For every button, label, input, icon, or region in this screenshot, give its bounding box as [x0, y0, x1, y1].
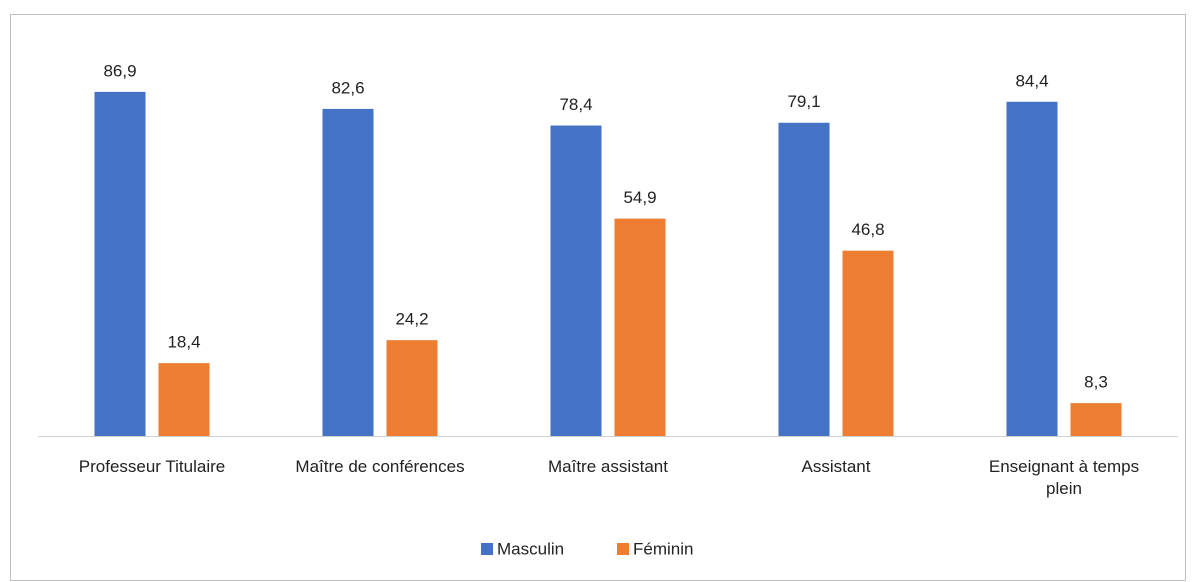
value-label: 46,8	[851, 220, 884, 239]
value-label: 79,1	[787, 92, 820, 111]
bar	[386, 340, 438, 436]
legend-swatch	[481, 543, 493, 555]
x-tick-label-box: Maître de conférences	[295, 457, 465, 476]
bar	[94, 91, 146, 436]
x-tick-label: Enseignant à temps plein	[988, 457, 1140, 498]
bar	[1070, 403, 1122, 436]
x-tick-label-box: Professeur Titulaire	[78, 457, 226, 476]
value-label: 86,9	[103, 61, 136, 80]
x-tick-label: Professeur Titulaire	[78, 457, 226, 476]
bar	[842, 250, 894, 436]
bar	[550, 125, 602, 436]
value-label: 8,3	[1084, 373, 1108, 392]
bar	[1006, 101, 1058, 436]
x-tick-label-box: Assistant	[801, 457, 871, 476]
legend-swatch	[617, 543, 629, 555]
bar	[322, 108, 374, 437]
x-tick-label-box: Enseignant à temps plein	[988, 457, 1140, 498]
value-label: 24,2	[395, 310, 428, 329]
legend-label: Masculin	[497, 539, 564, 558]
legend-label: Féminin	[633, 539, 693, 558]
x-tick-label-box: Maître assistant	[548, 457, 668, 476]
value-label: 54,9	[623, 188, 656, 207]
bar	[778, 122, 830, 436]
value-label: 18,4	[167, 333, 200, 352]
value-label: 84,4	[1015, 71, 1048, 90]
bar	[158, 363, 210, 436]
value-label: 82,6	[331, 78, 364, 97]
bar	[614, 218, 666, 436]
value-label: 78,4	[559, 95, 592, 114]
x-tick-label: Assistant	[801, 457, 871, 476]
x-tick-label: Maître de conférences	[295, 457, 465, 476]
x-tick-label: Maître assistant	[548, 457, 668, 476]
